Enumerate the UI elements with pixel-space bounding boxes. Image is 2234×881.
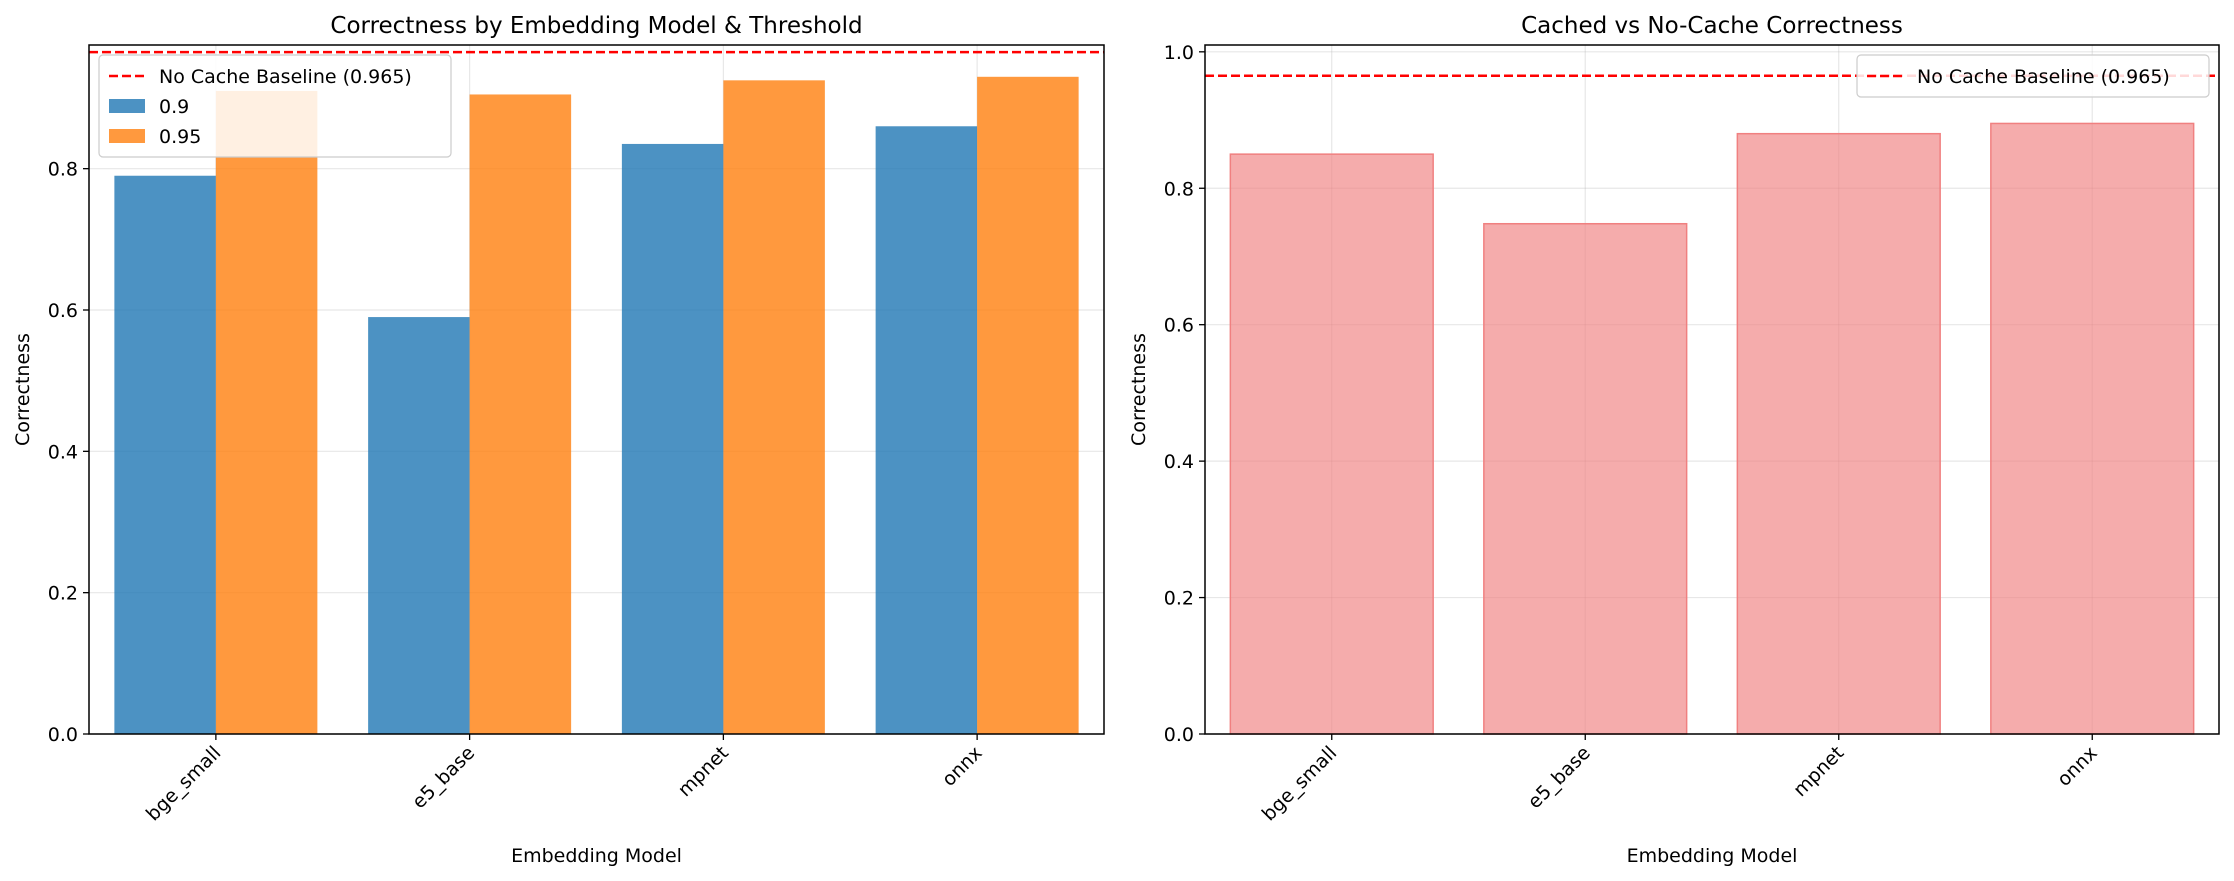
bar-mpnet-0.95 bbox=[723, 80, 825, 735]
bar-e5_base-0.9 bbox=[368, 317, 470, 734]
legend-marker-0.95 bbox=[109, 129, 145, 143]
bar-bge_small bbox=[1229, 153, 1434, 735]
bar-mpnet bbox=[1736, 132, 1941, 735]
x-tick-label: bge_small bbox=[142, 742, 225, 825]
legend-box bbox=[98, 54, 452, 158]
y-tick-label: 0.6 bbox=[48, 300, 78, 322]
bar-bge_small-0.95 bbox=[215, 90, 318, 734]
x-tick-label: onnx bbox=[2053, 742, 2102, 791]
bar-bge_small-0.9 bbox=[114, 175, 216, 734]
chart-left-ylabel: Correctness bbox=[12, 333, 34, 446]
y-tick-label: 1.0 bbox=[1164, 42, 1194, 64]
y-tick-label: 0.0 bbox=[48, 724, 78, 746]
legend-label: 0.95 bbox=[159, 126, 201, 148]
chart-left: Correctness by Embedding Model & Thresho… bbox=[12, 13, 1105, 867]
chart-left-xlabel: Embedding Model bbox=[511, 845, 682, 867]
y-tick-label: 0.4 bbox=[48, 441, 78, 463]
y-tick-label: 0.8 bbox=[1164, 178, 1194, 200]
axes-frame bbox=[88, 44, 1105, 735]
bar-e5_base-0.95 bbox=[469, 94, 572, 734]
y-tick-label: 0.4 bbox=[1164, 451, 1194, 473]
legend-label: No Cache Baseline (0.965) bbox=[1917, 66, 2170, 88]
bar-onnx-0.95 bbox=[977, 76, 1079, 735]
bar-mpnet-0.9 bbox=[621, 143, 724, 734]
chart-right-ylabel: Correctness bbox=[1128, 333, 1150, 446]
legend-marker-0.9 bbox=[109, 99, 145, 113]
legend-label: No Cache Baseline (0.965) bbox=[159, 66, 412, 88]
y-tick-label: 0.6 bbox=[1164, 315, 1194, 337]
bar-onnx bbox=[1990, 122, 2195, 735]
y-tick-label: 0.2 bbox=[48, 583, 78, 605]
y-tick-label: 0.2 bbox=[1164, 588, 1194, 610]
chart-left-title: Correctness by Embedding Model & Thresho… bbox=[330, 13, 862, 39]
legend-label: 0.9 bbox=[159, 96, 189, 118]
bar-onnx-0.9 bbox=[875, 126, 978, 735]
x-tick-label: mpnet bbox=[674, 742, 733, 801]
axes-frame bbox=[1204, 44, 2220, 735]
legend-box bbox=[1856, 54, 2210, 98]
x-tick-label: e5_base bbox=[408, 742, 479, 813]
chart-right: Cached vs No-Cache Correctness Embedding… bbox=[1128, 13, 2220, 867]
x-tick-label: e5_base bbox=[1524, 742, 1595, 813]
y-tick-label: 0.0 bbox=[1164, 724, 1194, 746]
chart-right-xlabel: Embedding Model bbox=[1627, 845, 1798, 867]
bar-e5_base bbox=[1483, 222, 1688, 735]
x-tick-label: onnx bbox=[938, 742, 987, 791]
x-tick-label: mpnet bbox=[1789, 742, 1848, 801]
x-tick-label: bge_small bbox=[1258, 742, 1341, 825]
y-tick-label: 0.8 bbox=[48, 159, 78, 181]
chart-right-title: Cached vs No-Cache Correctness bbox=[1521, 13, 1903, 39]
